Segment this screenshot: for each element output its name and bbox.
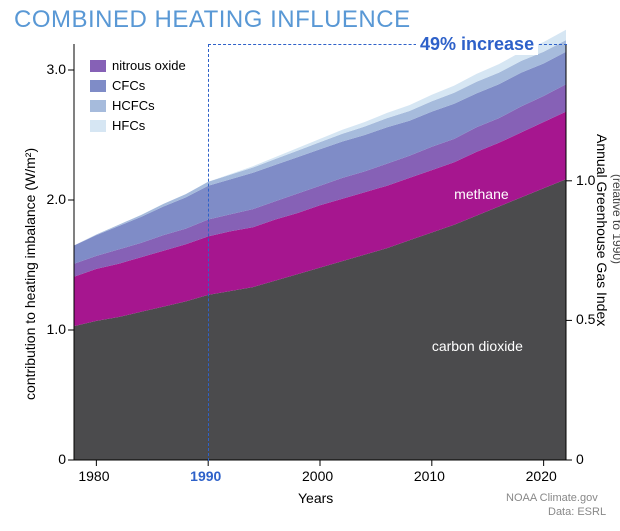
y-left-tick-3: 3.0 bbox=[38, 61, 66, 77]
legend-label-cfcs: CFCs bbox=[112, 78, 145, 93]
series-label-methane: methane bbox=[454, 186, 508, 202]
legend-swatch-n2o bbox=[90, 60, 106, 72]
legend-swatch-cfcs bbox=[90, 80, 106, 92]
x-tick-1990: 1990 bbox=[190, 468, 221, 484]
x-tick-2000: 2000 bbox=[302, 468, 333, 484]
legend-swatch-hcfcs bbox=[90, 100, 106, 112]
y-right-tick-1: 1.0 bbox=[576, 172, 595, 188]
attribution-source: NOAA Climate.gov bbox=[506, 492, 598, 504]
series-label-co2: carbon dioxide bbox=[432, 338, 523, 354]
y-left-tick-0: 0 bbox=[38, 451, 66, 467]
legend-label-n2o: nitrous oxide bbox=[112, 58, 186, 73]
y-axis-right-label: Annual Greenhouse Gas Index bbox=[594, 134, 610, 326]
y-right-tick-0: 0 bbox=[576, 451, 584, 467]
legend-swatch-hfcs bbox=[90, 120, 106, 132]
legend-label-hfcs: HFCs bbox=[112, 118, 145, 133]
x-tick-2010: 2010 bbox=[414, 468, 445, 484]
x-tick-2020: 2020 bbox=[526, 468, 557, 484]
y-left-tick-2: 2.0 bbox=[38, 191, 66, 207]
y-axis-right-sublabel: (relative to 1990) bbox=[610, 174, 620, 264]
y-left-tick-1: 1.0 bbox=[38, 321, 66, 337]
legend-label-hcfcs: HCFCs bbox=[112, 98, 155, 113]
y-right-tick-0.5: 0.5 bbox=[576, 311, 595, 327]
attribution-data: Data: ESRL bbox=[548, 506, 606, 518]
x-tick-1980: 1980 bbox=[78, 468, 109, 484]
x-axis-label: Years bbox=[298, 490, 333, 506]
annotation-text: 49% increase bbox=[416, 34, 538, 55]
y-axis-left-label: contribution to heating imbalance (W/m²) bbox=[22, 148, 38, 400]
